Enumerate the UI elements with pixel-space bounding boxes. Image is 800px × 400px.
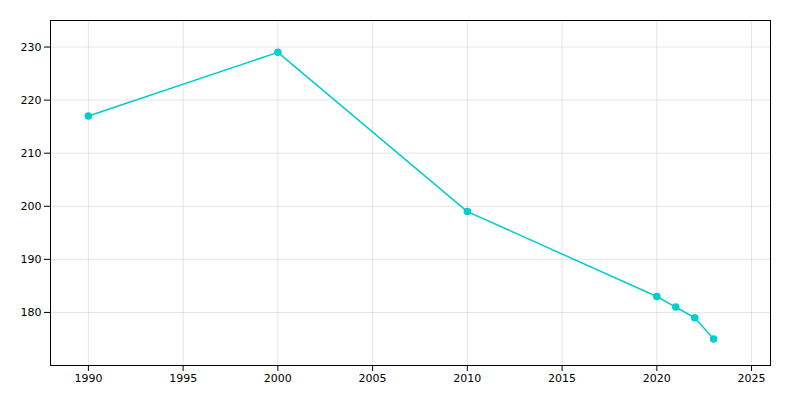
- svg-text:230: 230: [21, 41, 42, 54]
- svg-text:2000: 2000: [264, 372, 292, 385]
- svg-text:220: 220: [21, 94, 42, 107]
- svg-text:200: 200: [21, 200, 42, 213]
- svg-text:180: 180: [21, 306, 42, 319]
- svg-text:2020: 2020: [643, 372, 671, 385]
- svg-text:1995: 1995: [169, 372, 197, 385]
- svg-text:2015: 2015: [548, 372, 576, 385]
- svg-text:190: 190: [21, 253, 42, 266]
- svg-text:2005: 2005: [359, 372, 387, 385]
- svg-text:1990: 1990: [74, 372, 102, 385]
- svg-text:2010: 2010: [453, 372, 481, 385]
- svg-text:2025: 2025: [738, 372, 766, 385]
- svg-text:210: 210: [21, 147, 42, 160]
